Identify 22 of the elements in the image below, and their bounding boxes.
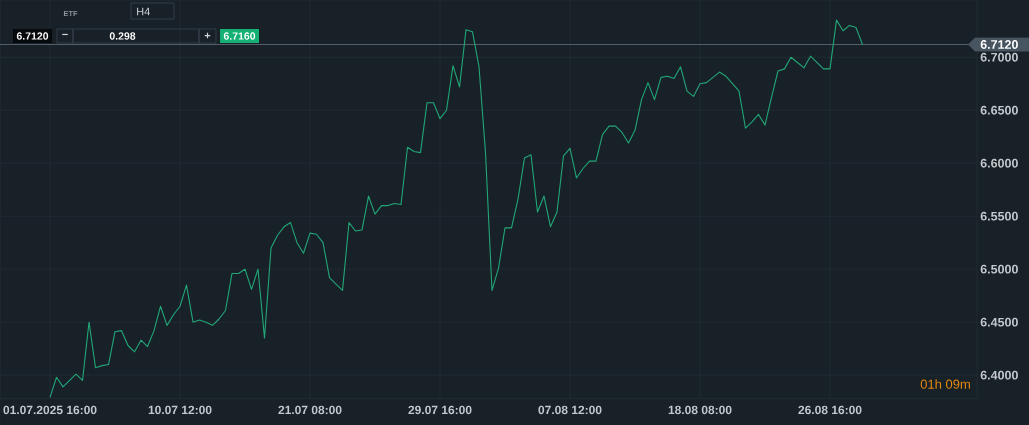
annotation: 0.298	[109, 32, 136, 40]
y-tick-label: 6.4000	[980, 370, 1018, 380]
annotation: +	[204, 32, 211, 39]
annotation: 6.7120	[16, 32, 49, 40]
x-tick-label: 10.07 12:00	[148, 405, 212, 415]
annotation: 6.7160	[223, 32, 256, 40]
x-tick-label: 01.07.2025 16:00	[3, 405, 97, 415]
y-tick-label: 6.6000	[980, 158, 1018, 168]
annotation: −	[62, 33, 68, 36]
y-tick-label: 6.7000	[980, 52, 1018, 62]
y-tick-label: 6.5500	[980, 211, 1018, 221]
x-tick-label: 29.07 16:00	[408, 405, 472, 415]
x-tick-label: 21.07 08:00	[278, 405, 342, 415]
text: 01h 09m	[920, 379, 970, 389]
x-tick-label: 07.08 12:00	[538, 405, 602, 415]
ref-line-label: 6.7120	[980, 40, 1018, 49]
annotation: H4	[137, 7, 150, 16]
x-tick-label: 18.08 08:00	[668, 405, 732, 415]
y-tick-label: 6.5000	[980, 264, 1018, 274]
x-tick-label: 26.08 16:00	[798, 405, 862, 415]
y-tick-label: 6.6500	[980, 105, 1018, 115]
y-tick-label: 6.4500	[980, 317, 1018, 327]
